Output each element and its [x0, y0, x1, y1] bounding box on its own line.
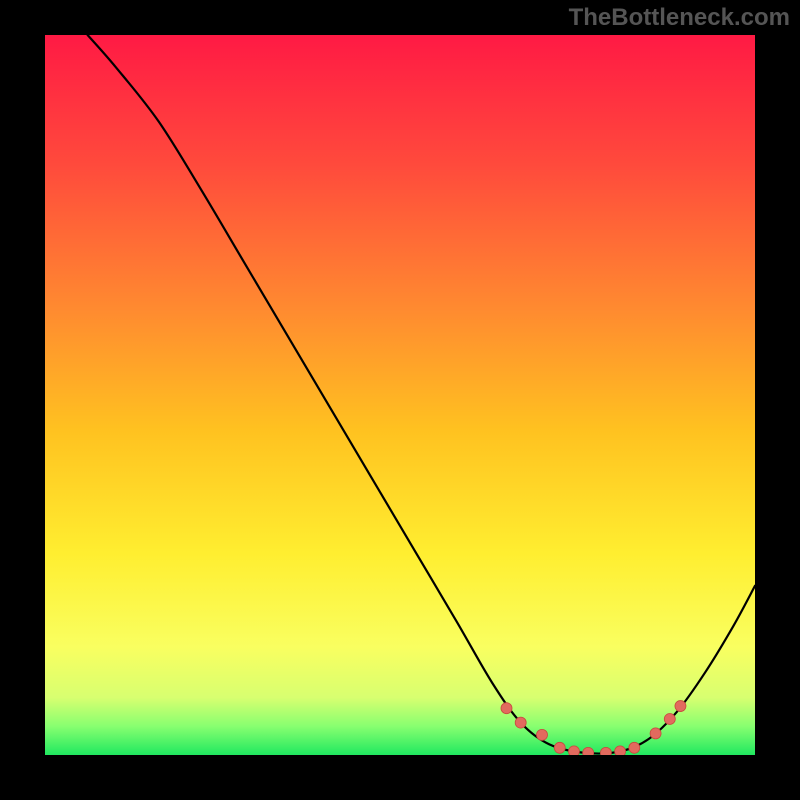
marker-dot	[650, 728, 661, 739]
chart-container: TheBottleneck.com	[0, 0, 800, 800]
gradient-background	[45, 35, 755, 755]
marker-dot	[515, 717, 526, 728]
marker-dot	[537, 729, 548, 740]
chart-svg	[45, 35, 755, 755]
marker-dot	[501, 703, 512, 714]
marker-dot	[675, 701, 686, 712]
marker-dot	[554, 742, 565, 753]
marker-dot	[629, 742, 640, 753]
marker-dot	[568, 746, 579, 755]
marker-dot	[583, 747, 594, 755]
watermark-text: TheBottleneck.com	[569, 4, 790, 32]
plot-area	[45, 35, 755, 755]
marker-dot	[615, 746, 626, 755]
marker-dot	[664, 714, 675, 725]
marker-dot	[600, 747, 611, 755]
